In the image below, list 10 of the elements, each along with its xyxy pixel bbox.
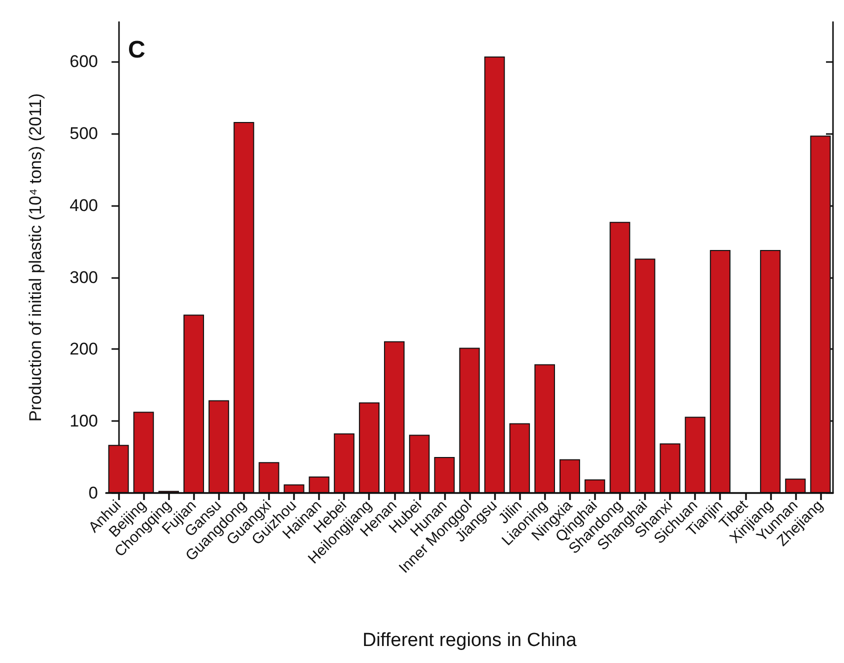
y-tick-label: 400 (70, 196, 98, 215)
y-tick-label: 0 (88, 484, 98, 502)
x-axis-title: Different regions in China (362, 630, 577, 651)
y-tick-label: 600 (70, 52, 98, 72)
y-axis-title: Production of initial plastic (10⁴ tons) (2011) (26, 93, 45, 422)
y-tick-label: 300 (70, 268, 98, 287)
annotation: C (128, 36, 146, 64)
y-tick-label: 100 (70, 412, 98, 431)
y-tick-label: 200 (70, 340, 98, 359)
y-tick-label: 500 (70, 124, 98, 143)
